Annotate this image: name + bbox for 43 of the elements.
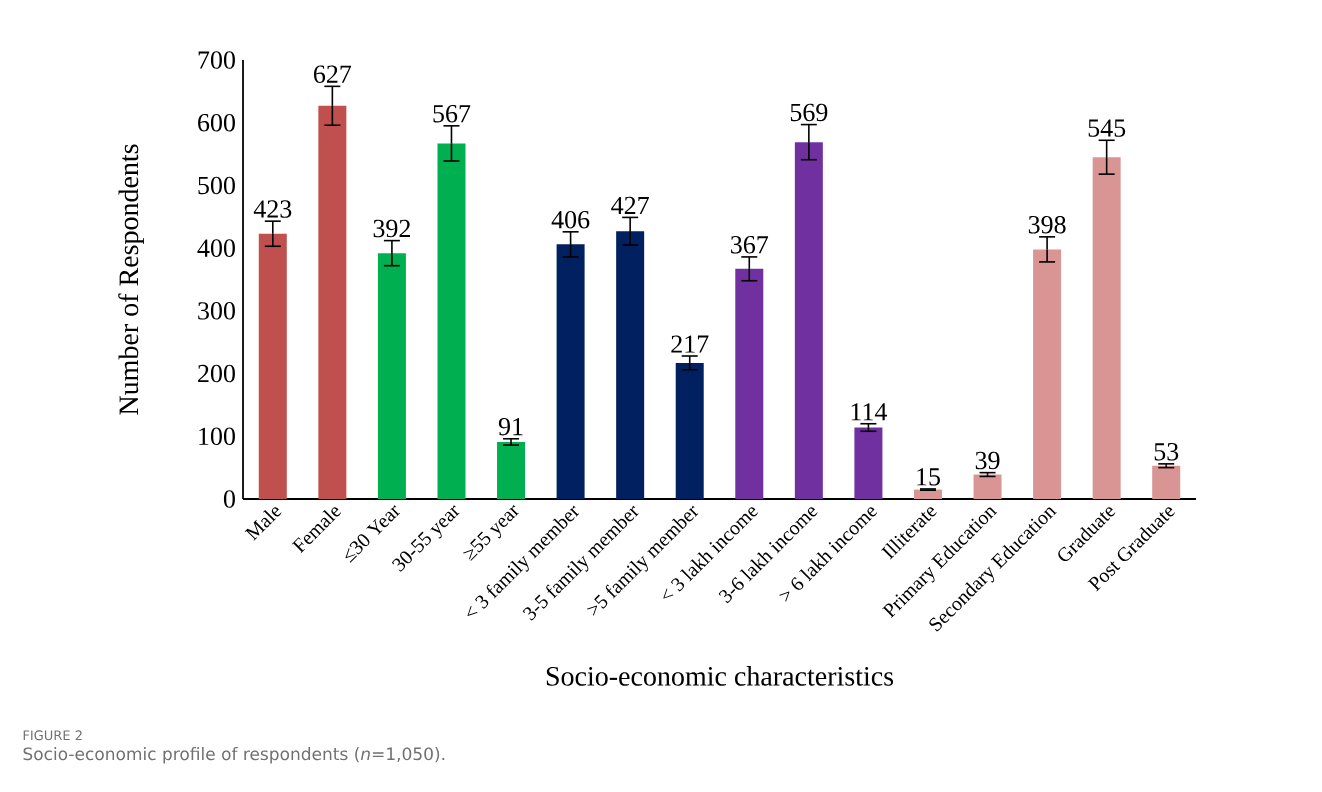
- bar: [437, 143, 466, 499]
- bar: [258, 233, 287, 499]
- data-label: 114: [851, 403, 888, 421]
- bar: [497, 441, 526, 499]
- data-label: 392: [373, 219, 410, 238]
- y-tick-label: 100: [199, 427, 235, 446]
- bar: [735, 268, 764, 499]
- bar: [616, 231, 645, 499]
- y-tick-label: 500: [198, 176, 235, 195]
- caption: FIGURE 2: [23, 730, 82, 741]
- data-label: 627: [313, 65, 352, 83]
- x-axis-title: Socio-economic characteristics: [546, 666, 894, 686]
- data-label: 545: [1088, 119, 1126, 137]
- bar: [556, 244, 585, 499]
- bar: [1033, 249, 1062, 499]
- y-tick-label: 600: [198, 113, 235, 132]
- bar: [794, 142, 823, 499]
- data-label: 367: [731, 236, 769, 254]
- data-label: 39: [975, 451, 1000, 470]
- y-tick-label: 300: [198, 302, 235, 320]
- y-tick-label: 400: [197, 239, 235, 257]
- bar: [854, 427, 883, 499]
- y-axis-title: Number of Respondents: [118, 144, 144, 415]
- bar: [675, 362, 704, 499]
- bar: [377, 253, 406, 499]
- y-tick-label: 200: [198, 364, 235, 383]
- data-label: 427: [611, 196, 649, 214]
- data-label: 423: [253, 200, 292, 218]
- bar: [1152, 465, 1181, 499]
- bar: [318, 105, 347, 499]
- data-label: 217: [671, 335, 709, 353]
- data-label: 91: [498, 417, 523, 436]
- data-label: 569: [790, 103, 828, 122]
- data-label: 406: [551, 210, 590, 229]
- text: Socio-economic profile of respondents (n=1,050).: [23, 747, 445, 764]
- data-label: 15: [917, 468, 940, 486]
- data-label: 398: [1028, 215, 1066, 234]
- y-tick-label: 0: [223, 490, 235, 508]
- bar: [973, 474, 1002, 499]
- y-tick-label: 700: [198, 51, 235, 69]
- data-label: 567: [433, 104, 471, 123]
- data-label: 53: [1154, 442, 1179, 461]
- bar: [1092, 157, 1121, 499]
